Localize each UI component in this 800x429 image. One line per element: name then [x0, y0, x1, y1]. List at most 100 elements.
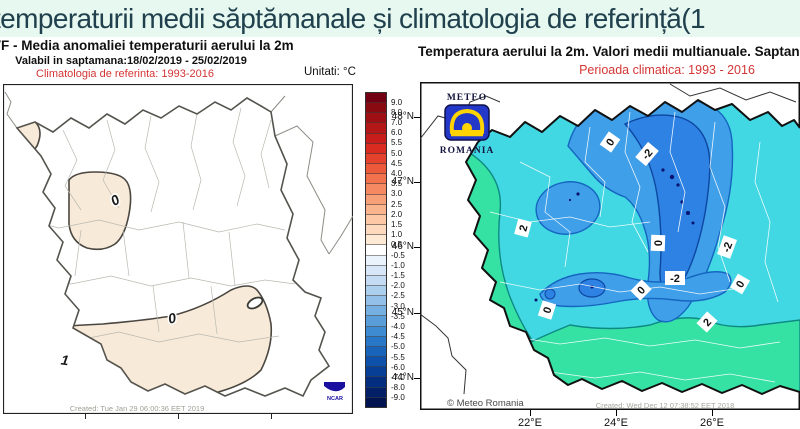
colorbar-cell — [366, 184, 386, 195]
colorbar-tick-label: 5.0 — [391, 148, 403, 158]
colorbar-cell — [366, 225, 386, 236]
colorbar-tick-label: -4.0 — [391, 321, 405, 331]
colorbar-cell — [366, 255, 386, 266]
lat-tick-label: 47°N — [391, 176, 414, 187]
colorbar-cell — [366, 397, 386, 407]
colorbar-tick-label: -7.0 — [391, 372, 405, 382]
colorbar-tick-label: -1.0 — [391, 260, 405, 270]
colorbar-tick-label: 0.5 — [391, 240, 403, 250]
right-map-heading: Temperatura aerului la 2m. Valori medii … — [418, 44, 800, 59]
colorbar-tick-label: 2.0 — [391, 209, 403, 219]
ncar-logo: NCAR — [324, 382, 345, 402]
lon-tick-mark — [712, 410, 713, 416]
colorbar-cell — [366, 336, 386, 347]
ncar-logo-text: NCAR — [327, 396, 343, 402]
contour-box: 0 — [599, 131, 621, 153]
colorbar-cell — [366, 377, 386, 388]
colorbar-tick-label: 2.5 — [391, 199, 403, 209]
meteo-romania-logo: METEO ROMANIA — [440, 93, 495, 156]
contour-box: 2 — [514, 218, 532, 238]
lat-tick-mark — [414, 182, 420, 183]
colorbar-cell — [366, 204, 386, 215]
lat-tick-mark — [414, 378, 420, 379]
colorbar-tick-label: 3.0 — [391, 189, 403, 199]
colorbar-tick-label: -3.0 — [391, 301, 405, 311]
contour-box: 0 — [650, 234, 666, 252]
tick-mark — [85, 414, 86, 419]
lon-tick-mark — [530, 410, 531, 416]
colorbar-tick-label: -2.5 — [391, 291, 405, 301]
anomaly-colorbar-labels: 9.0 8.0 7.0 6.0 5.5 5.0 4.5 4.0 3.5 3.0 2.5 2.0 1.5 1… — [391, 92, 415, 408]
svg-text:-2: -2 — [670, 273, 680, 285]
right-climatology-map: 0 -2 2 0 -2 -2 0 0 0 2 METEO ROMANIA © M… — [420, 82, 800, 410]
lat-tick-label: 46°N — [391, 241, 414, 252]
colorbar-tick-label: 9.0 — [391, 97, 403, 107]
svg-text:0: 0 — [604, 137, 617, 149]
fill-deepblue-spot — [544, 288, 556, 300]
colorbar-tick-label: 1.5 — [391, 220, 403, 230]
right-map-copyright: © Meteo Romania — [447, 398, 524, 409]
lat-tick-mark — [414, 247, 420, 248]
meteo-logo-bottom-text: ROMANIA — [440, 146, 495, 156]
lon-tick-label: 24°E — [604, 417, 628, 429]
lon-tick-label: 22°E — [518, 417, 542, 429]
zero-contour-ring — [246, 296, 264, 310]
meteo-logo-sun — [462, 123, 472, 133]
tick-mark — [271, 414, 272, 419]
colorbar-tick-label: 6.0 — [391, 128, 403, 138]
colorbar-cell — [366, 275, 386, 286]
contour-box: -2 — [717, 235, 737, 259]
colorbar-tick-label: -5.5 — [391, 352, 405, 362]
colorbar-cell — [366, 164, 386, 175]
anomaly-patch-center — [68, 171, 132, 251]
colorbar-tick-label: -3.5 — [391, 311, 405, 321]
colorbar-cell — [366, 113, 386, 124]
colorbar-tick-label: -0.5 — [391, 250, 405, 260]
lat-tick-label: 48°N — [391, 111, 414, 122]
lon-tick-mark — [616, 410, 617, 416]
left-map-created-stamp: Created: Tue Jan 29 06:00:36 EET 2019 — [70, 404, 205, 413]
left-map-lon-ticks — [3, 414, 353, 422]
svg-text:0: 0 — [653, 240, 665, 247]
colorbar-tick-label: -9.0 — [391, 393, 405, 403]
right-map-country-outline — [465, 99, 800, 395]
svg-text:0: 0 — [734, 279, 747, 290]
colorbar-cell — [366, 143, 386, 154]
meteo-logo-omega — [449, 108, 485, 134]
lat-tick-mark — [414, 117, 420, 118]
right-map-lon-axis: 22°E 24°E 26°E — [420, 0, 800, 429]
contour-box: -2 — [635, 141, 659, 167]
colorbar-tick-label: 3.5 — [391, 179, 403, 189]
left-map-county-borders — [18, 107, 296, 343]
colorbar-tick-label: 4.0 — [391, 169, 403, 179]
colorbar-cell — [366, 123, 386, 134]
colorbar-cell — [366, 174, 386, 185]
colorbar-cell — [366, 357, 386, 368]
colorbar-tick-label: 4.5 — [391, 158, 403, 168]
colorbar-cell — [366, 285, 386, 297]
colorbar-tick-label: -5.0 — [391, 342, 405, 352]
colorbar-cell — [366, 214, 386, 226]
colorbar-cell — [366, 367, 386, 378]
contour-box: 0 — [630, 279, 652, 301]
page-title-bar: temperaturii medii săptămanale și climat… — [0, 0, 800, 37]
right-map-lat-axis: 48°N 47°N 46°N 45°N 44°N — [388, 0, 420, 426]
meteo-logo-top-text: METEO — [447, 93, 487, 103]
colorbar-cell — [366, 346, 386, 358]
contour-box: 2 — [696, 311, 718, 333]
svg-text:2: 2 — [517, 224, 530, 233]
colorbar-tick-label: 1.0 — [391, 230, 403, 240]
colorbar-cell — [366, 316, 386, 327]
colorbar-cell — [366, 306, 386, 317]
right-map-created-stamp: Created: Wed Dec 12 07:38:52 EET 2018 — [596, 401, 735, 410]
colorbar-cell — [366, 93, 386, 104]
colorbar-tick-label: 8.0 — [391, 107, 403, 117]
ncar-logo-icon — [324, 382, 345, 392]
colorbar-tick-label: -4.5 — [391, 332, 405, 342]
lat-tick-label: 45°N — [391, 307, 414, 318]
right-map-county-borders — [489, 111, 781, 383]
colorbar-cell — [366, 103, 386, 114]
lon-tick-label: 26°E — [700, 417, 724, 429]
left-map-heading: VF - Media anomaliei temperaturii aerulu… — [0, 38, 294, 53]
